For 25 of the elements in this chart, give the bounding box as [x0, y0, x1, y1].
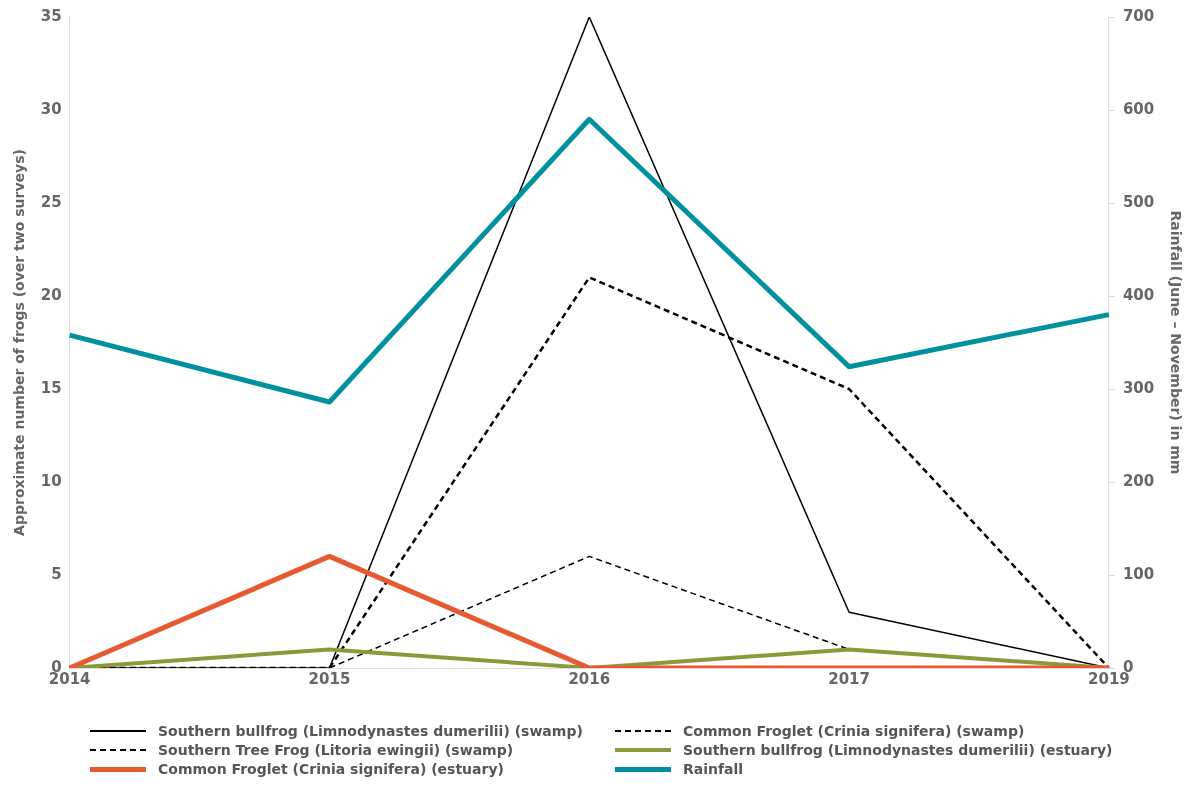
legend-label: Southern Tree Frog (Litoria ewingii) (swamp): [158, 742, 514, 758]
legend-label: Southern bullfrog (Limnodynastes dumerilii) (estuary): [683, 742, 1113, 758]
legend-label: Rainfall: [683, 761, 744, 777]
y-tick-label: 10: [40, 471, 62, 490]
y2-tick-label: 500: [1122, 192, 1155, 211]
y2-tick-label: 700: [1122, 6, 1155, 25]
y-tick-label: 35: [40, 6, 62, 25]
y2-tick-label: 300: [1122, 378, 1155, 397]
legend-label: Southern bullfrog (Limnodynastes dumerilii) (swamp): [158, 723, 583, 739]
y-tick-label: 20: [40, 285, 62, 304]
y2-tick-label: 400: [1122, 285, 1155, 304]
y2-tick-label: 600: [1122, 99, 1155, 118]
y2-tick-label: 200: [1122, 471, 1155, 490]
y-tick-label: 15: [40, 378, 62, 397]
legend-label: Common Froglet (Crinia signifera) (estuary): [158, 761, 504, 777]
x-tick-label: 2015: [308, 669, 351, 688]
y-tick-label: 25: [40, 192, 62, 211]
x-tick-label: 2017: [828, 669, 870, 688]
legend-label: Common Froglet (Crinia signifera) (swamp): [683, 723, 1025, 739]
y2-axis-title: Rainfall (June – November) in mm: [1167, 210, 1184, 475]
y-tick-label: 5: [51, 564, 62, 583]
y-axis-title: Approximate number of frogs (over two surveys): [11, 149, 28, 536]
y-tick-label: 30: [40, 99, 62, 118]
x-tick-label: 2016: [568, 669, 611, 688]
y2-tick-label: 100: [1122, 564, 1155, 583]
